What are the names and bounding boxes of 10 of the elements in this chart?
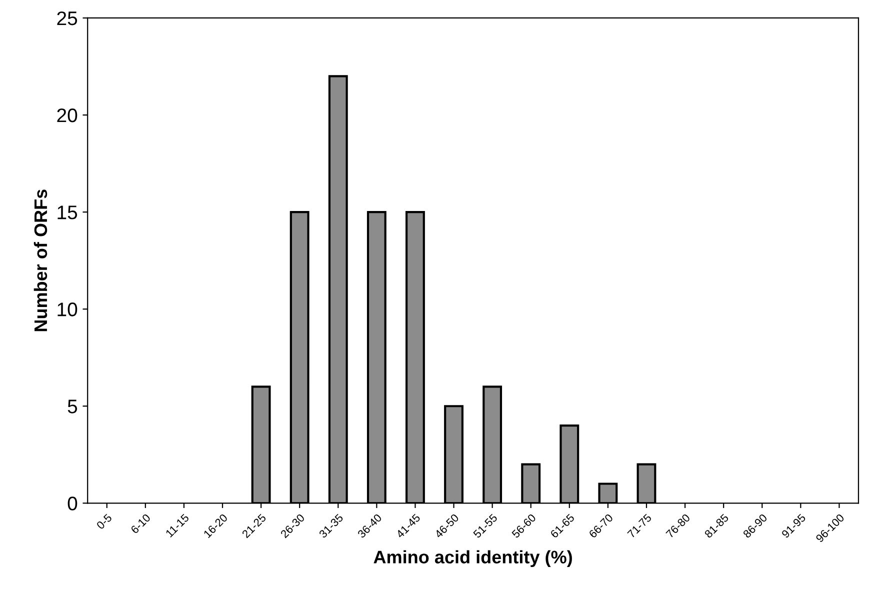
x-tick-label: 6-10 [130, 513, 151, 534]
y-tick-label: 5 [68, 400, 78, 414]
y-tick-label: 20 [57, 108, 78, 122]
x-tick-label: 0-5 [96, 513, 112, 530]
y-tick-label: 15 [58, 206, 78, 220]
y-tick-label: 0 [68, 496, 78, 510]
y-tick-label: 25 [57, 11, 78, 26]
y-tick-label: 10 [58, 302, 78, 316]
x-axis-title: Amino acid identity (%) [374, 550, 572, 568]
y-axis-title: Number of ORFs [34, 190, 48, 332]
